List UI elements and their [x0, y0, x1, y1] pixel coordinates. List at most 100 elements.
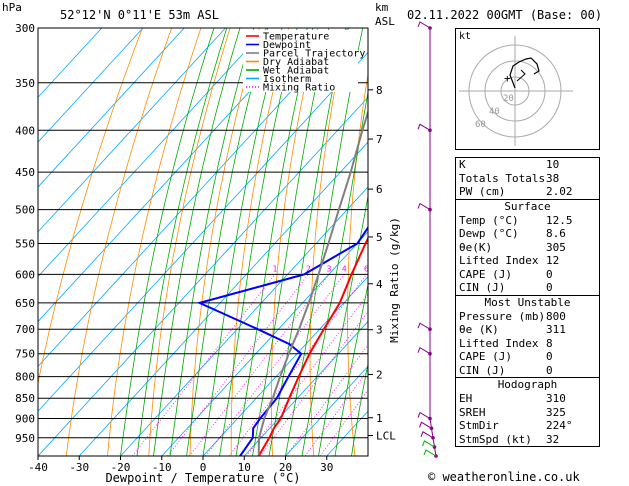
mixing-ratio-line [228, 274, 367, 456]
mixing-ratio-label: 6 [364, 264, 369, 273]
altitude-tick-label: 6 [376, 183, 383, 196]
surface-label: θe(K) [459, 240, 493, 254]
hodograph-row: EH 310 [456, 392, 599, 406]
unstable-row: Lifted Index 8 [456, 337, 599, 351]
surface-value: 8.6 [546, 227, 566, 240]
x-tick-label: 10 [238, 461, 251, 474]
copyright-footer: © weatheronline.co.uk [428, 470, 580, 484]
surface-label: Dewp (°C) [459, 227, 519, 240]
legend-label: Wet Adiabat [263, 66, 329, 77]
profiles [196, 108, 368, 456]
surface-row: CAPE (J) 0 [456, 268, 599, 282]
hodograph-stat-value: 325 [546, 405, 566, 419]
hodograph-stat-label: SREH [459, 405, 486, 419]
surface-row: θe(K) 305 [456, 241, 599, 255]
wind-barb [417, 202, 431, 211]
parcel-trajectory-line [257, 108, 368, 456]
wind-barb [417, 21, 431, 29]
surface-value: 305 [546, 240, 566, 254]
hodograph-ring-label-20: 20 [503, 94, 514, 104]
altitude-tick-label: 3 [376, 324, 383, 337]
mixing-ratio-label: 15 [415, 264, 425, 273]
x-axis-label: Dewpoint / Temperature (°C) [105, 471, 300, 485]
unstable-row: CAPE (J) 0 [456, 350, 599, 364]
unstable-value: 311 [546, 323, 566, 336]
wind-barb [419, 421, 432, 429]
x-tick-label: 20 [279, 461, 292, 474]
hodograph-stat-value: 32 [546, 432, 560, 446]
hodograph-stat-value: 224° [546, 419, 573, 432]
mixing-ratio-axis-label: Mixing Ratio (g/kg) [388, 217, 401, 343]
indices-panel: K 10 Totals Totals 38 PW (cm) 2.02 Surface … [455, 157, 600, 447]
pressure-tick-label: 600 [15, 268, 35, 281]
pressure-tick-label: 450 [15, 166, 35, 179]
x-tick-label: -10 [152, 461, 172, 474]
unstable-row: Pressure (mb) 800 [456, 310, 599, 324]
pw-label: PW (cm) [459, 185, 506, 198]
legend-box [243, 30, 358, 92]
unstable-row: θe (K) 311 [456, 323, 599, 337]
units-right-asl: ASL [375, 15, 395, 28]
mixing-ratio-label: 4 [342, 264, 347, 273]
isotherm-line [38, 51, 368, 412]
hodograph-storm-arrow [516, 69, 526, 82]
unstable-value: 0 [546, 363, 553, 377]
altitude-tick-label: 1 [376, 412, 383, 425]
surface-label: Lifted Index [459, 254, 539, 267]
totals-totals-label: Totals Totals [459, 171, 546, 185]
location-title: 52°12'N 0°11'E 53m ASL [60, 8, 219, 22]
isotherm-line [202, 276, 368, 456]
dewpoint-line [196, 225, 368, 456]
hodograph-stats-section: Hodograph EH 310 SREH 325 StmDir 224° StmSp… [456, 377, 599, 446]
unstable-label: Lifted Index [459, 336, 539, 350]
pressure-tick-label: 550 [15, 237, 35, 250]
wind-barb [417, 123, 431, 131]
unstable-value: 8 [546, 336, 553, 350]
pressure-tick-label: 950 [15, 432, 35, 445]
totals-totals-row: Totals Totals 38 [456, 172, 599, 186]
hodograph-stat-value: 310 [546, 392, 566, 405]
isotherm-line [78, 141, 368, 456]
x-tick-label: 0 [200, 461, 207, 474]
mixing-ratio-line [304, 369, 368, 456]
isotherm-line [285, 365, 368, 456]
wet-adiabat-line [136, 28, 228, 456]
pw-row: PW (cm) 2.02 [456, 185, 599, 199]
wind-barbs [417, 21, 438, 458]
unstable-label: CAPE (J) [459, 350, 512, 363]
x-tick-label: -30 [69, 461, 89, 474]
hodograph-stat-label: StmDir [459, 419, 499, 432]
dry-adiabat-line [419, 28, 437, 456]
unstable-row: CIN (J) 0 [456, 364, 599, 378]
pressure-tick-label: 900 [15, 413, 35, 426]
isotherm-line [120, 186, 368, 456]
altitude-tick-label: 5 [376, 231, 383, 244]
hodograph-ring-label-60: 60 [475, 120, 486, 130]
altitude-tick-label: 4 [376, 278, 383, 291]
isobars [38, 27, 368, 439]
surface-row: CIN (J) 0 [456, 281, 599, 295]
surface-row: Lifted Index 12 [456, 254, 599, 268]
pressure-tick-label: 750 [15, 348, 35, 361]
x-tick-label: -20 [111, 461, 131, 474]
hodograph-row: StmDir 224° [456, 419, 599, 433]
surface-value: 12.5 [546, 213, 573, 227]
legend-label: Isotherm [263, 74, 311, 85]
surface-label: CIN (J) [459, 281, 506, 294]
wind-barb [417, 347, 431, 355]
isotherm-line [38, 96, 368, 456]
legend-label: Temperature [263, 32, 329, 43]
pressure-tick-label: 350 [15, 77, 35, 90]
wind-profile-line [429, 28, 437, 457]
mixing-ratio-label: 2 [306, 264, 311, 273]
altitude-tick-label: 8 [376, 84, 383, 97]
isotherm-line [38, 28, 350, 367]
temperature-line [257, 236, 368, 456]
surface-label: Temp (°C) [459, 213, 519, 227]
altitude-tick-label: 2 [376, 368, 383, 381]
hodograph-row: SREH 325 [456, 406, 599, 420]
mixing-ratio-label: 8 [380, 264, 385, 273]
surface-value: 12 [546, 254, 560, 267]
